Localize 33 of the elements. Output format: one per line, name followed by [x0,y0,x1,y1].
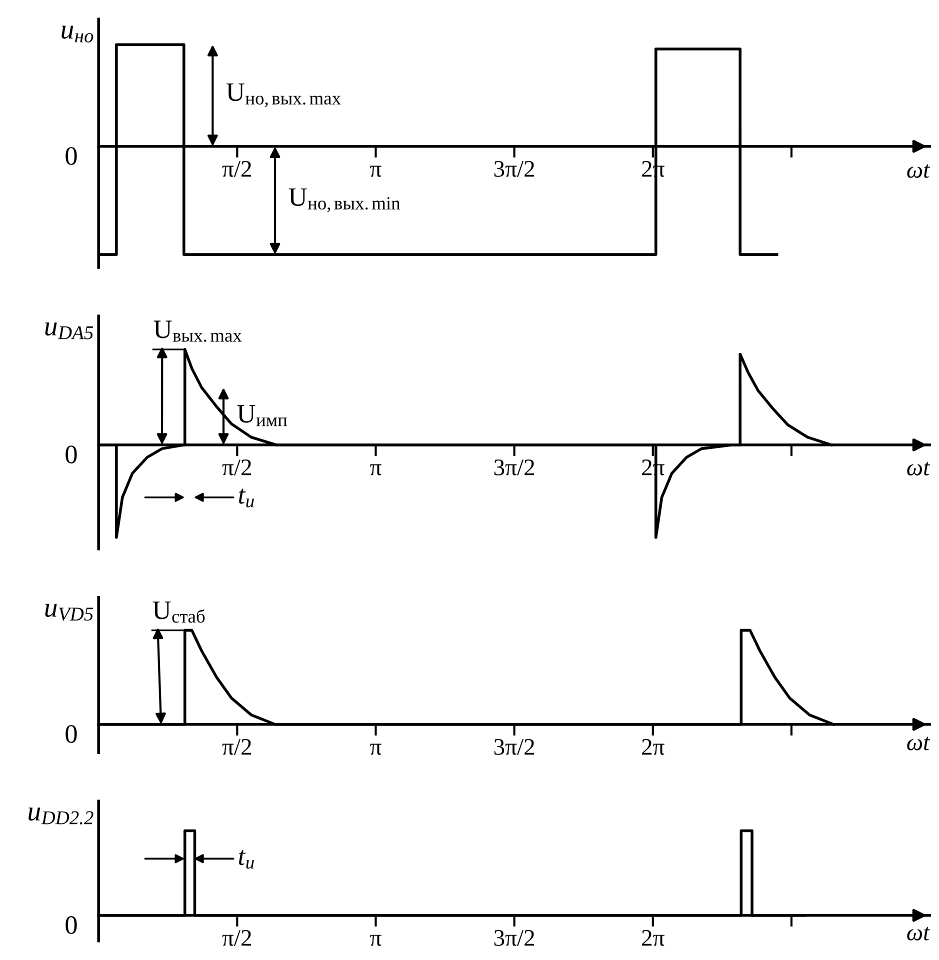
text: 0 [66,916,77,934]
y-axis-title: u$_{DA5}$ [45,322,94,340]
x-axis-title: ωt [907,926,930,940]
x-tick-label: π/2 [222,160,252,177]
text: 0 [66,147,77,165]
text: 0 [66,725,77,743]
x-tick-label: π [370,744,382,755]
x-tick-label: π [370,464,382,476]
x-tick-label: 3π/2 [494,739,534,755]
x-tick-label: π/2 [222,739,252,755]
text: 0 [66,446,77,464]
x-tick-label: 3π/2 [494,460,534,476]
x-tick-label: 2π [642,930,664,946]
x-tick-label: 3π/2 [494,160,534,177]
text: U$_{вых.max}$ [154,320,242,342]
y-axis-title: u$_{но}$ [62,26,94,42]
x-tick-label: π [370,934,382,946]
x-tick-label: 3π/2 [494,930,534,946]
x-axis-title: ωt [907,736,930,750]
annotation: t$_{и}$ [238,488,254,508]
x-tick-label: π/2 [222,930,252,946]
x-tick-label: 2π [642,739,664,755]
annotation: U$_{имп}$ [237,405,288,426]
x-tick-label: π/2 [222,460,252,476]
annotation: t$_{и}$ [238,850,254,869]
text: U$_{стаб}$ [152,602,205,623]
annotation: U$_{но,вых.min}$ [288,188,400,212]
x-axis-title: ωt [907,462,930,476]
x-axis-title: ωt [907,164,930,178]
annotation: U$_{но,вых.max}$ [226,83,341,108]
y-axis-title: u$_{VD5}$ [45,604,94,621]
x-tick-label: π [370,166,382,177]
y-axis-title: u$_{DD2.2}$ [28,808,94,824]
